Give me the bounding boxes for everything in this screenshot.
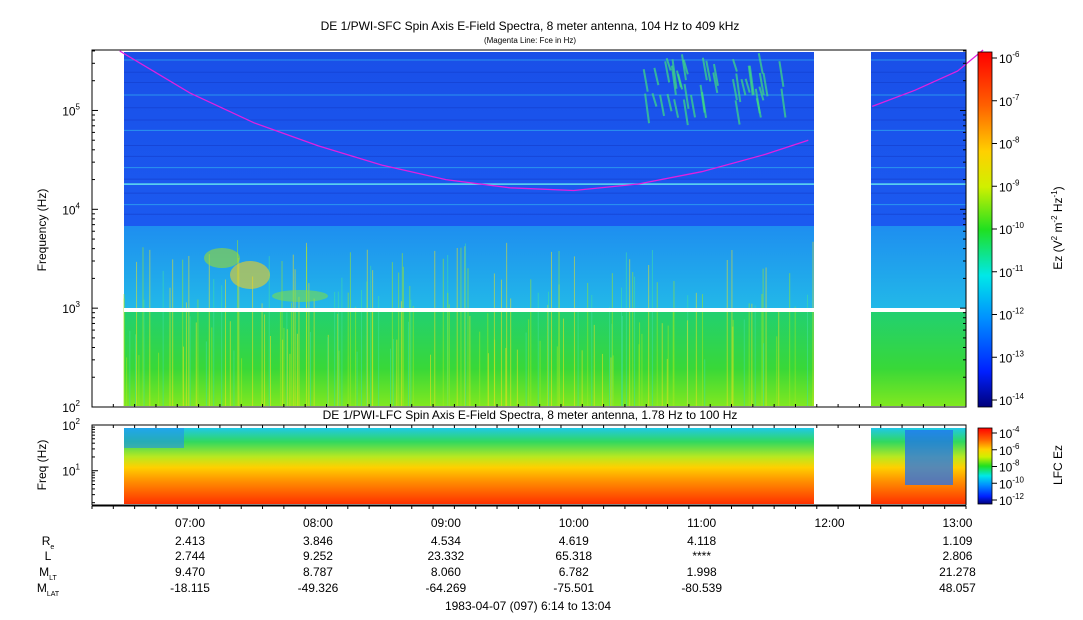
sfc-colorbar-tick: 10-14 [999, 392, 1024, 408]
sfc-ylabel: Frequency (Hz) [35, 189, 49, 272]
lfc-y-axis: 101 102 Freq (Hz) [35, 417, 98, 504]
lfc-ylabel: Freq (Hz) [35, 440, 49, 491]
sfc-colorbar-tick: 10-10 [999, 221, 1024, 237]
ephemeris-value: -75.501 [553, 581, 594, 595]
ephemeris-value: 9.252 [303, 549, 333, 563]
sfc-colorbar-tick: 10-13 [999, 349, 1024, 365]
time-tick-label: 10:00 [559, 516, 589, 530]
ephemeris-value: 4.118 [687, 534, 716, 548]
sfc-spectrogram [91, 49, 984, 408]
lfc-ytick-label: 102 [62, 417, 80, 433]
ephemeris-value: 65.318 [555, 549, 592, 563]
ephemeris-value: 4.534 [431, 534, 461, 548]
ephemeris-value: 4.619 [559, 534, 589, 548]
sfc-colorbar-tick: 10-8 [999, 136, 1020, 152]
sfc-colorbar-tick: 10-11 [999, 264, 1024, 280]
sfc-band-mid-2 [871, 226, 966, 308]
ephemeris-row-label: Re [42, 534, 55, 551]
lfc-colorbar-tick: 10-12 [999, 492, 1024, 508]
time-tick-label: 11:00 [687, 516, 716, 530]
sfc-band-low-2 [871, 312, 966, 406]
ephemeris-value: 2.744 [175, 549, 205, 563]
time-tick-label: 13:00 [942, 516, 972, 530]
ephemeris-value: -49.326 [298, 581, 339, 595]
ephemeris-table: Re 2.413 3.846 4.534 4.619 4.118 1.109 L 2.744 9.… [37, 534, 976, 598]
fce-line-segment-2 [871, 49, 984, 108]
sfc-colorbar-tick: 10-9 [999, 178, 1020, 194]
lfc-colorbar-tick: 10-6 [999, 442, 1020, 458]
ephemeris-value: 8.060 [431, 565, 461, 579]
ephemeris-value: 1.109 [942, 534, 972, 548]
sfc-ytick-label: 104 [62, 201, 80, 217]
time-tick-label: 07:00 [175, 516, 205, 530]
time-tick-label: 08:00 [303, 516, 333, 530]
sfc-ytick-label: 105 [62, 102, 80, 118]
sfc-colorbar: 10-6 10-7 10-8 10-9 10-10 10-11 10-12 10-13 10-1… [977, 50, 1065, 408]
ephemeris-row-label: MLAT [37, 581, 60, 598]
sfc-texture [123, 53, 966, 406]
ephemeris-row-label: L [45, 549, 52, 563]
lfc-spectrogram [91, 424, 967, 506]
time-caption: 1983-04-07 (097) 6:14 to 13:04 [445, 599, 611, 613]
sfc-subtitle: (Magenta Line: Fce in Hz) [484, 36, 576, 45]
ephemeris-value: 48.057 [939, 581, 976, 595]
sfc-title: DE 1/PWI-SFC Spin Axis E-Field Spectra, … [321, 19, 740, 33]
ephemeris-value: **** [692, 549, 711, 563]
sfc-colorbar-tick: 10-7 [999, 93, 1020, 109]
lfc-colorbar-tick: 10-4 [999, 425, 1020, 441]
ephemeris-value: 6.782 [559, 565, 589, 579]
ephemeris-value: 1.998 [687, 565, 717, 579]
sfc-colorbar-label: Ez (V2 m-2 Hz-1) [1050, 186, 1065, 269]
sfc-ytick-label: 103 [62, 300, 80, 316]
ephemeris-value: 21.278 [939, 565, 976, 579]
lfc-colorbar-tick: 10-10 [999, 475, 1024, 491]
lfc-colorbar-tick: 10-8 [999, 459, 1020, 475]
ephemeris-value: -18.115 [170, 581, 210, 595]
ephemeris-value: 2.806 [942, 549, 972, 563]
lfc-band [124, 428, 814, 504]
ephemeris-value: -80.539 [681, 581, 722, 595]
time-tick-label: 12:00 [815, 516, 845, 530]
sfc-band-high-2 [871, 52, 966, 226]
sfc-band-low [124, 312, 814, 406]
ephemeris-value: -64.269 [426, 581, 467, 595]
sfc-colorbar-tick: 10-12 [999, 307, 1024, 323]
ephemeris-value: 2.413 [175, 534, 205, 548]
ephemeris-row-label: MLT [39, 565, 57, 582]
sfc-y-axis: 102 103 104 105 Frequency (Hz) [35, 50, 966, 415]
ephemeris-value: 3.846 [303, 534, 333, 548]
ephemeris-value: 23.332 [428, 549, 465, 563]
lfc-ytick-label: 101 [62, 463, 80, 479]
sfc-colorbar-tick: 10-6 [999, 50, 1020, 66]
ephemeris-value: 8.787 [303, 565, 333, 579]
lfc-colorbar-label: LFC Ez [1051, 445, 1065, 485]
ephemeris-value: 9.470 [175, 565, 205, 579]
fce-line [119, 50, 809, 192]
lfc-title: DE 1/PWI-LFC Spin Axis E-Field Spectra, … [323, 408, 738, 422]
time-axis: 07:00 08:00 09:00 10:00 11:00 12:00 13:00 [91, 404, 973, 530]
sfc-ytick-label: 102 [62, 399, 80, 415]
time-tick-label: 09:00 [431, 516, 461, 530]
sfc-band-high [124, 52, 814, 226]
